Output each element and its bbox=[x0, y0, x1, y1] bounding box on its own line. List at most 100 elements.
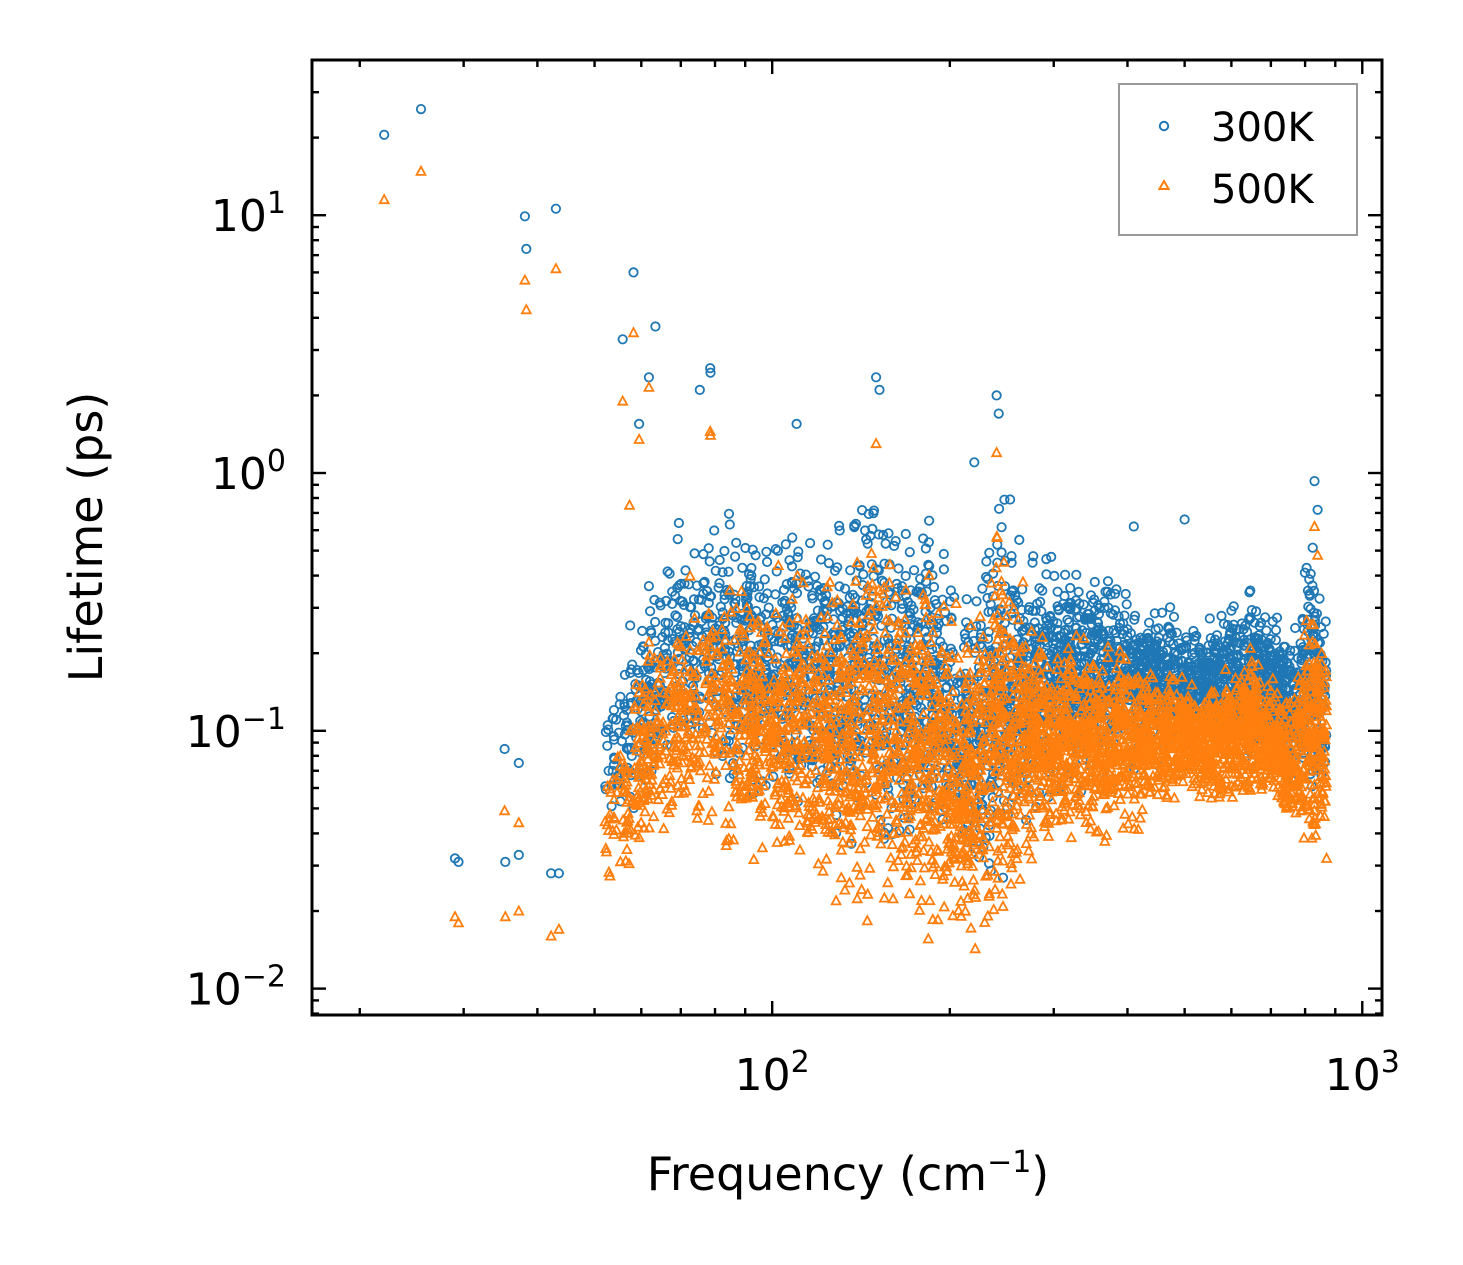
point-300k bbox=[655, 600, 666, 611]
point-500k bbox=[1025, 852, 1038, 864]
point-300k bbox=[1060, 569, 1071, 580]
point-300k bbox=[644, 606, 656, 617]
point-300k bbox=[1028, 551, 1039, 562]
point-300k bbox=[937, 814, 948, 825]
point-300k bbox=[719, 625, 730, 637]
point-300k bbox=[660, 617, 671, 629]
point-300k bbox=[747, 544, 758, 555]
point-300k bbox=[822, 539, 833, 550]
point-300k bbox=[670, 610, 681, 621]
point-300k bbox=[1191, 630, 1202, 641]
point-300k bbox=[1244, 612, 1255, 623]
point-300k bbox=[1102, 636, 1114, 647]
point-300k bbox=[1149, 608, 1160, 619]
point-500k bbox=[793, 843, 806, 855]
point-300k bbox=[865, 530, 876, 541]
point-300k bbox=[1004, 494, 1016, 505]
point-300k bbox=[1037, 585, 1048, 596]
point-300k bbox=[1312, 504, 1323, 515]
point-300k bbox=[809, 571, 821, 582]
point-300k bbox=[724, 519, 735, 530]
point-300k bbox=[1275, 650, 1286, 662]
point-300k bbox=[1089, 576, 1100, 588]
point-300k bbox=[834, 525, 845, 536]
point-300k bbox=[637, 625, 648, 637]
point-300k bbox=[1157, 607, 1168, 618]
point-300k bbox=[1153, 623, 1164, 634]
point-300k bbox=[660, 627, 671, 638]
point-300k bbox=[619, 669, 631, 680]
point-300k bbox=[839, 583, 851, 594]
point-300k bbox=[761, 556, 773, 568]
point-300k bbox=[1235, 631, 1246, 642]
point-300k bbox=[858, 569, 869, 580]
point-500k bbox=[865, 546, 878, 558]
point-300k bbox=[996, 547, 1007, 558]
point-300k bbox=[1301, 562, 1312, 574]
point-300k bbox=[1121, 599, 1132, 610]
point-300k bbox=[868, 508, 879, 519]
point-300k bbox=[786, 561, 798, 572]
point-300k bbox=[1128, 521, 1139, 532]
point-300k bbox=[880, 538, 891, 549]
point-300k bbox=[714, 554, 725, 566]
point-500k bbox=[861, 820, 874, 832]
point-300k bbox=[600, 726, 612, 738]
point-300k bbox=[866, 559, 877, 570]
point-300k bbox=[940, 682, 951, 694]
point-300k bbox=[870, 372, 882, 383]
point-300k bbox=[787, 532, 798, 543]
point-300k bbox=[1052, 586, 1063, 597]
point-500k bbox=[969, 942, 982, 954]
point-300k bbox=[896, 603, 907, 614]
point-300k bbox=[1172, 649, 1183, 660]
point-300k bbox=[1108, 609, 1119, 620]
point-300k bbox=[1267, 654, 1278, 666]
point-300k bbox=[1168, 611, 1180, 622]
point-300k bbox=[946, 612, 957, 623]
point-300k bbox=[993, 408, 1004, 419]
point-300k bbox=[767, 671, 778, 682]
point-300k bbox=[1271, 612, 1283, 623]
point-300k bbox=[1261, 625, 1272, 636]
point-300k bbox=[1051, 631, 1062, 643]
point-300k bbox=[1168, 663, 1179, 674]
point-300k bbox=[608, 734, 620, 745]
point-300k bbox=[664, 568, 675, 579]
point-300k bbox=[1120, 662, 1131, 674]
point-300k bbox=[684, 601, 696, 613]
point-300k bbox=[1290, 622, 1301, 634]
point-300k bbox=[1179, 514, 1190, 525]
point-300k bbox=[995, 605, 1006, 616]
point-300k bbox=[874, 384, 885, 395]
point-300k bbox=[513, 849, 524, 861]
point-300k bbox=[1118, 618, 1129, 629]
point-300k bbox=[674, 580, 685, 591]
point-300k bbox=[770, 589, 781, 600]
point-300k bbox=[1201, 659, 1212, 671]
point-300k bbox=[993, 503, 1005, 514]
point-300k bbox=[1091, 624, 1102, 636]
point-300k bbox=[1182, 666, 1194, 677]
point-300k bbox=[748, 581, 760, 593]
point-500k bbox=[913, 903, 926, 915]
point-500k bbox=[684, 569, 697, 581]
point-300k bbox=[1234, 624, 1245, 635]
point-300k bbox=[603, 724, 614, 735]
point-300k bbox=[1034, 583, 1045, 594]
point-300k bbox=[1165, 628, 1176, 639]
point-300k bbox=[793, 546, 804, 557]
point-300k bbox=[920, 543, 932, 554]
point-300k bbox=[691, 580, 703, 591]
point-300k bbox=[833, 520, 845, 532]
point-300k bbox=[1045, 671, 1056, 682]
point-300k bbox=[1211, 648, 1222, 659]
point-300k bbox=[672, 533, 683, 545]
point-300k bbox=[918, 533, 929, 544]
point-300k bbox=[1228, 601, 1239, 612]
point-300k bbox=[613, 727, 624, 738]
point-300k bbox=[1257, 653, 1269, 664]
point-300k bbox=[643, 372, 655, 383]
point-300k bbox=[785, 640, 797, 651]
point-300k bbox=[1053, 604, 1064, 615]
